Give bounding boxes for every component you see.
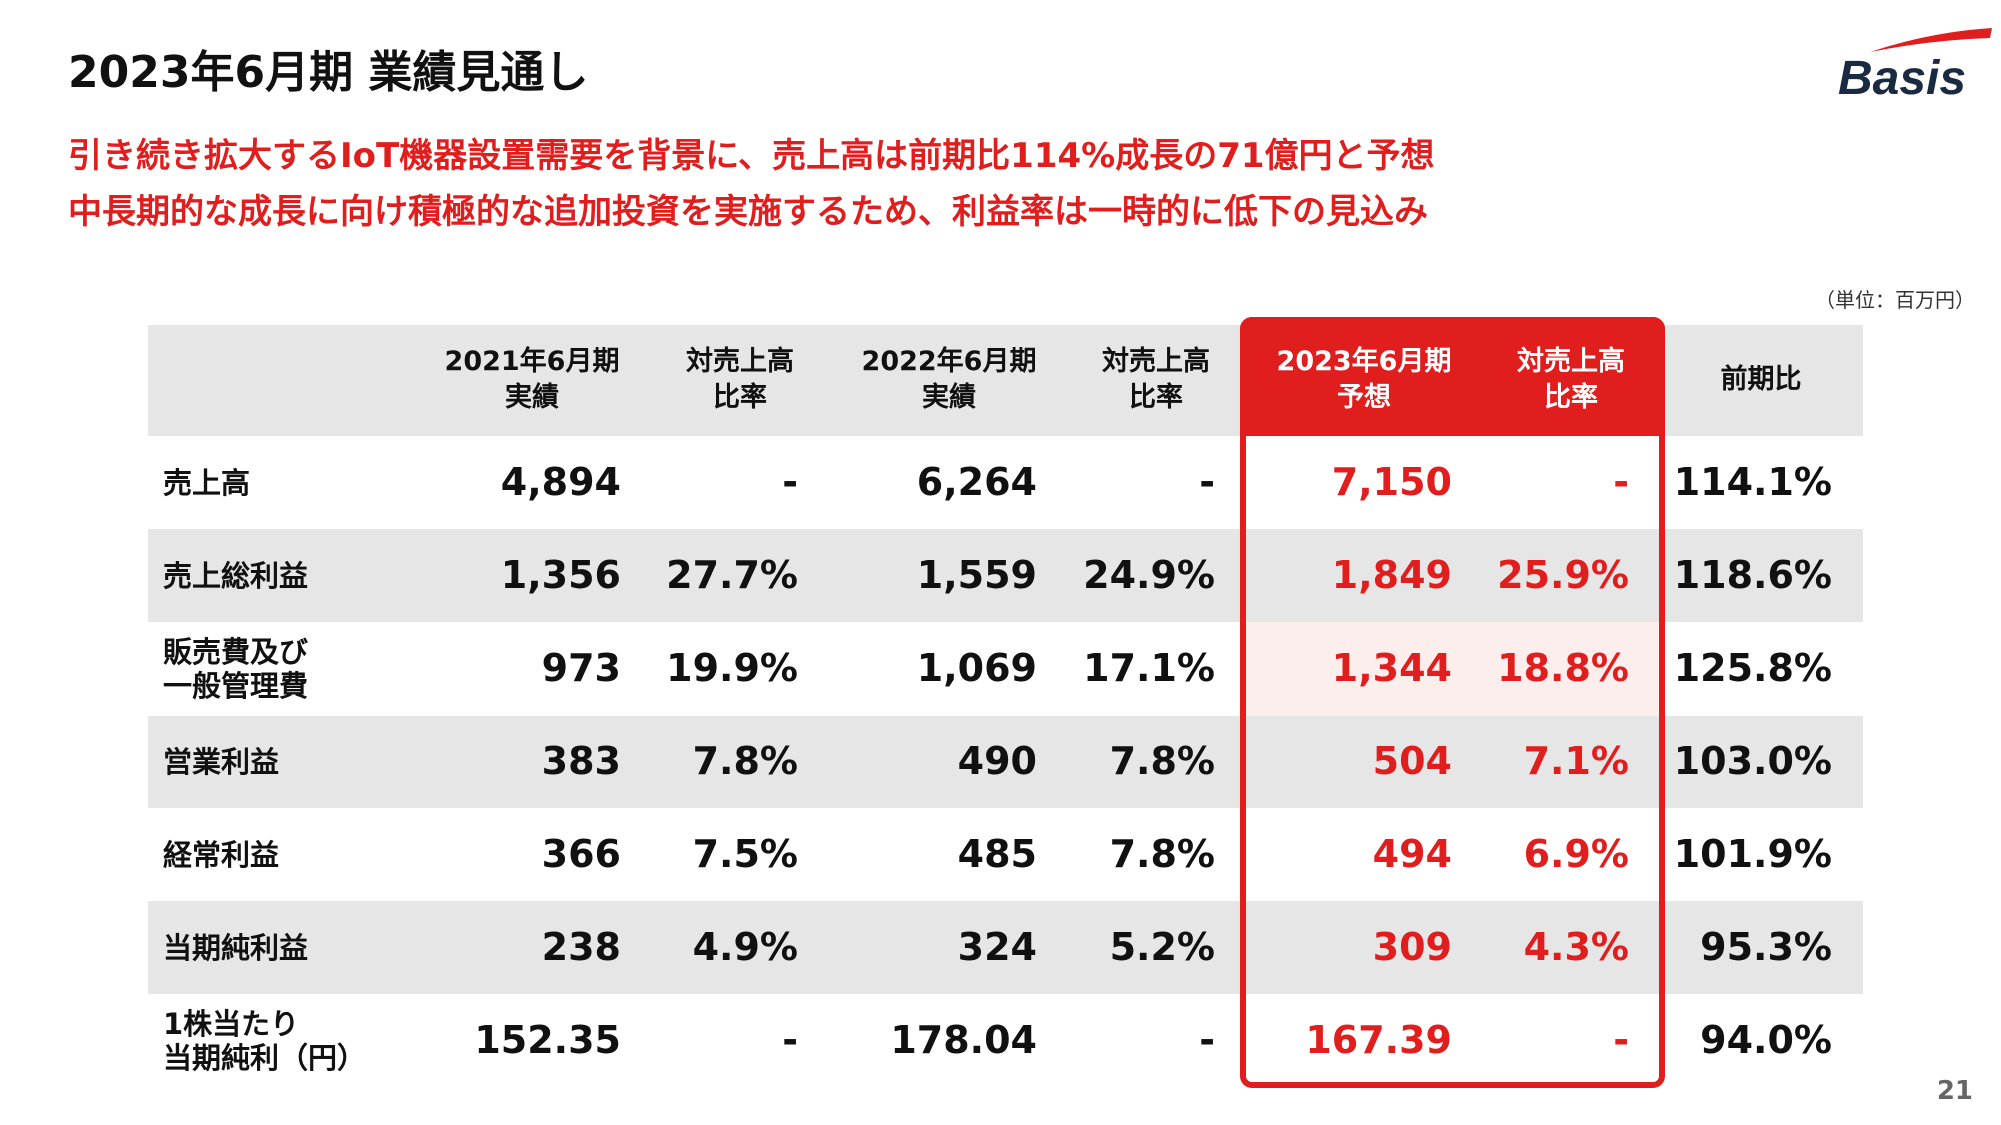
cell: 366 bbox=[541, 831, 621, 876]
row-label: 売上高 bbox=[163, 465, 251, 500]
cell: - bbox=[1199, 1018, 1215, 1062]
logo-swoosh bbox=[1870, 28, 1992, 52]
cell: - bbox=[1613, 1018, 1629, 1062]
subtitle: 引き続き拡大するIoT機器設置需要を背景に、売上高は前期比114%成長の71億円… bbox=[68, 136, 1435, 176]
column-header: 2021年6月期 bbox=[444, 346, 620, 377]
cell: 4,894 bbox=[500, 459, 621, 504]
cell: 1,069 bbox=[916, 646, 1037, 690]
row-label: 販売費及び bbox=[163, 635, 309, 669]
row-background bbox=[148, 716, 1863, 808]
cell: 1,559 bbox=[916, 552, 1037, 597]
logo-text: Basis bbox=[1838, 52, 1966, 102]
cell: 1,356 bbox=[500, 552, 621, 597]
cell: 17.1% bbox=[1083, 646, 1215, 690]
cell: 101.9% bbox=[1673, 831, 1832, 876]
cell: 19.9% bbox=[666, 646, 798, 690]
cell: 7.8% bbox=[692, 739, 798, 783]
row-highlight bbox=[1246, 622, 1659, 716]
column-header: 2023年6月期 bbox=[1276, 346, 1452, 377]
cell: 114.1% bbox=[1673, 459, 1832, 504]
cell: 490 bbox=[957, 739, 1037, 783]
row-label: 当期純利（円） bbox=[163, 1041, 367, 1075]
column-header: 2022年6月期 bbox=[861, 346, 1037, 377]
cell: 118.6% bbox=[1673, 552, 1832, 597]
column-header: 対売上高 bbox=[686, 346, 794, 377]
cell: 309 bbox=[1372, 924, 1452, 969]
cell: 4.3% bbox=[1523, 924, 1629, 969]
cell: 383 bbox=[541, 739, 621, 783]
cell: 494 bbox=[1372, 831, 1452, 876]
cell: 7.8% bbox=[1109, 739, 1215, 783]
cell: - bbox=[1613, 459, 1629, 504]
cell: 504 bbox=[1372, 739, 1452, 783]
cell: 27.7% bbox=[666, 552, 798, 597]
column-header: 前期比 bbox=[1720, 364, 1802, 395]
cell: 94.0% bbox=[1700, 1018, 1832, 1062]
column-header: 予想 bbox=[1337, 382, 1391, 413]
subtitle: 中長期的な成長に向け積極的な追加投資を実施するため、利益率は一時的に低下の見込み bbox=[68, 192, 1428, 232]
cell: 4.9% bbox=[692, 924, 798, 969]
title: 2023年6月期 業績見通し bbox=[68, 47, 589, 98]
cell: 178.04 bbox=[890, 1018, 1037, 1062]
row-background bbox=[148, 529, 1863, 622]
cell: 125.8% bbox=[1673, 646, 1832, 690]
column-header: 比率 bbox=[1129, 382, 1183, 413]
highlight-frame bbox=[1240, 317, 1665, 1088]
cell: 5.2% bbox=[1109, 924, 1215, 969]
header-highlight bbox=[1240, 317, 1665, 436]
cell: 18.8% bbox=[1497, 646, 1629, 690]
row-label: 営業利益 bbox=[163, 745, 280, 779]
cell: 25.9% bbox=[1497, 552, 1629, 597]
cell: 103.0% bbox=[1673, 739, 1832, 783]
cell: 485 bbox=[957, 831, 1037, 876]
column-header: 実績 bbox=[505, 382, 559, 413]
column-header: 実績 bbox=[922, 382, 976, 413]
cell: - bbox=[782, 459, 798, 504]
cell: 1,344 bbox=[1331, 646, 1452, 690]
row-background bbox=[148, 901, 1863, 994]
row-label: 経常利益 bbox=[163, 837, 280, 872]
cell: 7.1% bbox=[1523, 739, 1629, 783]
column-header: 比率 bbox=[713, 382, 767, 413]
cell: 152.35 bbox=[474, 1018, 621, 1062]
cell: 167.39 bbox=[1305, 1018, 1452, 1062]
logo: Basis bbox=[1838, 28, 1992, 102]
cell: 7.5% bbox=[692, 831, 798, 876]
column-header: 対売上高 bbox=[1517, 346, 1625, 377]
row-label: 一般管理費 bbox=[163, 669, 309, 703]
cell: 6.9% bbox=[1523, 831, 1629, 876]
cell: 238 bbox=[541, 924, 621, 969]
cell: 324 bbox=[957, 924, 1037, 969]
cell: - bbox=[1199, 459, 1215, 504]
cell: 973 bbox=[541, 646, 621, 690]
column-header: 対売上高 bbox=[1102, 346, 1210, 377]
cell: 6,264 bbox=[916, 459, 1037, 504]
cell: 7.8% bbox=[1109, 831, 1215, 876]
unit: （単位：百万円） bbox=[1815, 288, 1975, 312]
cell: 95.3% bbox=[1700, 924, 1832, 969]
cell: 7,150 bbox=[1331, 459, 1452, 504]
cell: 1,849 bbox=[1331, 552, 1452, 597]
cell: - bbox=[782, 1018, 798, 1062]
row-label: 売上総利益 bbox=[163, 558, 309, 593]
row-label: 当期純利益 bbox=[163, 930, 309, 965]
page-number: 21 bbox=[1936, 1076, 1973, 1106]
cell: 24.9% bbox=[1083, 552, 1215, 597]
column-header: 比率 bbox=[1544, 382, 1598, 413]
row-label: 1株当たり bbox=[163, 1007, 300, 1041]
